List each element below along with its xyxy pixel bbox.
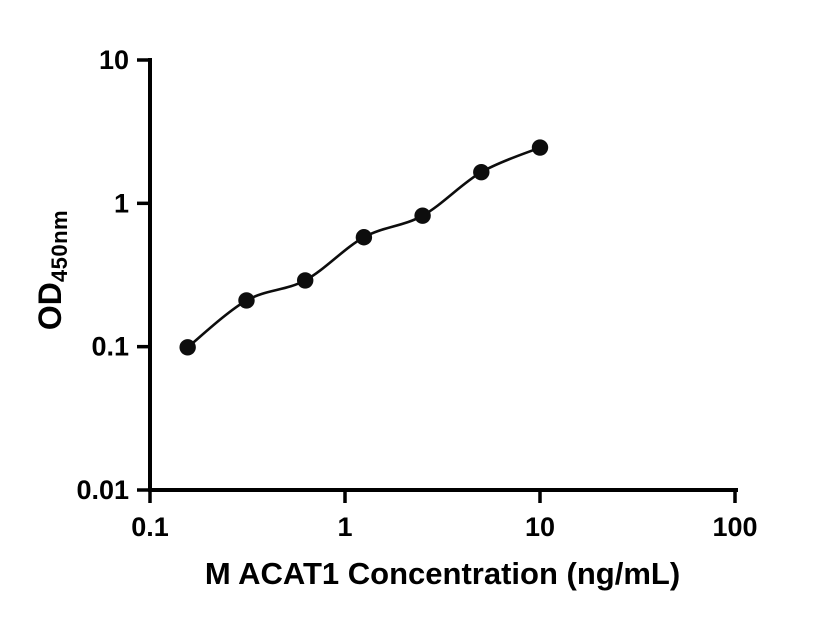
data-point xyxy=(238,292,255,309)
data-point xyxy=(355,229,373,246)
x-tick-label: 10 xyxy=(525,512,555,542)
y-axis-title: OD450nm xyxy=(28,120,72,420)
data-point xyxy=(473,163,490,181)
y-tick-label: 0.01 xyxy=(76,475,129,505)
y-tick-label: 0.1 xyxy=(91,332,129,362)
y-axis-title-main: OD xyxy=(32,282,68,331)
y-tick-label: 1 xyxy=(114,188,129,218)
x-tick-label: 1 xyxy=(337,512,352,542)
data-point xyxy=(531,139,549,156)
x-axis-title: M ACAT1 Concentration (ng/mL) xyxy=(204,556,681,591)
y-axis-title-sub: 450nm xyxy=(47,209,72,283)
data-point xyxy=(296,272,314,289)
data-point xyxy=(179,339,196,356)
y-tick-label: 10 xyxy=(99,45,129,75)
x-tick-label: 0.1 xyxy=(131,512,169,542)
data-point xyxy=(414,207,431,224)
x-tick-label: 100 xyxy=(712,512,757,542)
